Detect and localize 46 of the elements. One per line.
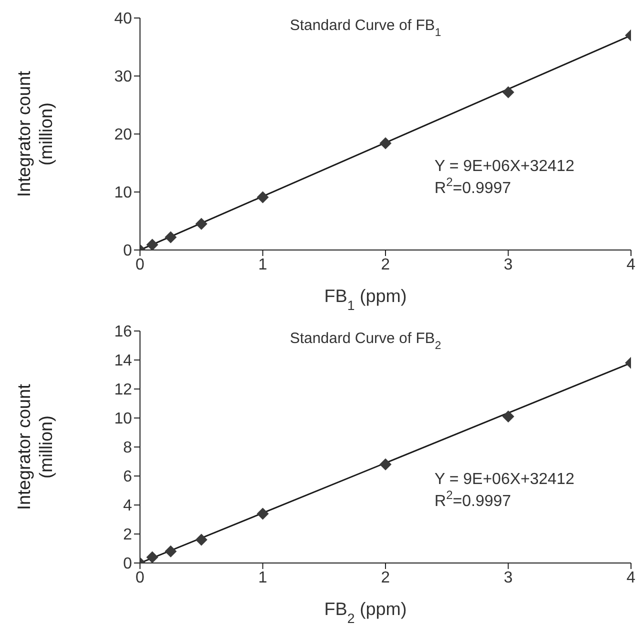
point — [502, 86, 514, 98]
y-tick-label: 20 — [114, 126, 132, 144]
point — [380, 137, 392, 150]
chart-title: Standard Curve of FB$_{2}$ — [290, 330, 442, 352]
y-tick-label: 10 — [114, 184, 132, 202]
point — [164, 231, 177, 244]
y-tick-label: 4 — [123, 498, 132, 515]
annotation: R$^{2}$=0.9997 — [434, 175, 512, 198]
x-tick-label: 3 — [504, 256, 513, 274]
point — [256, 508, 269, 520]
point — [195, 218, 208, 230]
y-tick-label: 30 — [114, 68, 132, 86]
x-axis-title: FB$_{2}$ (ppm) — [324, 599, 407, 626]
x-tick-label: 0 — [136, 256, 145, 274]
x-tick-label: 0 — [136, 569, 145, 586]
y-tick-label: 8 — [123, 440, 132, 457]
chart-title: Standard Curve of FB$_{1}$ — [290, 17, 442, 39]
y-tick-label: 14 — [114, 352, 132, 370]
y-tick-label: 0 — [123, 242, 132, 260]
x-tick-label: 4 — [626, 256, 636, 274]
y-axis-title: Integrator count (million) — [14, 70, 56, 198]
point — [146, 551, 158, 563]
x-axis-title: FB$_{1}$ (ppm) — [324, 286, 407, 312]
y-tick-label: 2 — [123, 526, 132, 544]
point — [164, 545, 177, 558]
y-tick-label: 12 — [114, 382, 132, 399]
x-tick-label: 3 — [504, 569, 513, 586]
annotation: Y = 9E+06X+32412 — [434, 158, 574, 176]
point — [195, 534, 208, 546]
annotation: Y = 9E+06X+32412 — [434, 471, 574, 488]
y-tick-label: 16 — [114, 324, 132, 341]
x-tick-label: 2 — [381, 569, 390, 586]
x-tick-label: 1 — [258, 256, 268, 274]
y-tick-label: 0 — [123, 556, 132, 573]
y-axis-title: Integrator count (million) — [14, 384, 56, 510]
point — [380, 458, 392, 470]
point — [146, 238, 158, 250]
x-tick-label: 2 — [381, 256, 390, 274]
y-tick-label: 10 — [114, 410, 132, 428]
x-tick-label: 1 — [258, 569, 268, 586]
point — [502, 410, 514, 423]
x-tick-label: 4 — [626, 569, 636, 586]
y-tick-label: 6 — [123, 468, 132, 486]
annotation: R$^{2}$=0.9997 — [434, 488, 512, 510]
y-tick-label: 40 — [114, 10, 132, 28]
point — [256, 191, 269, 204]
